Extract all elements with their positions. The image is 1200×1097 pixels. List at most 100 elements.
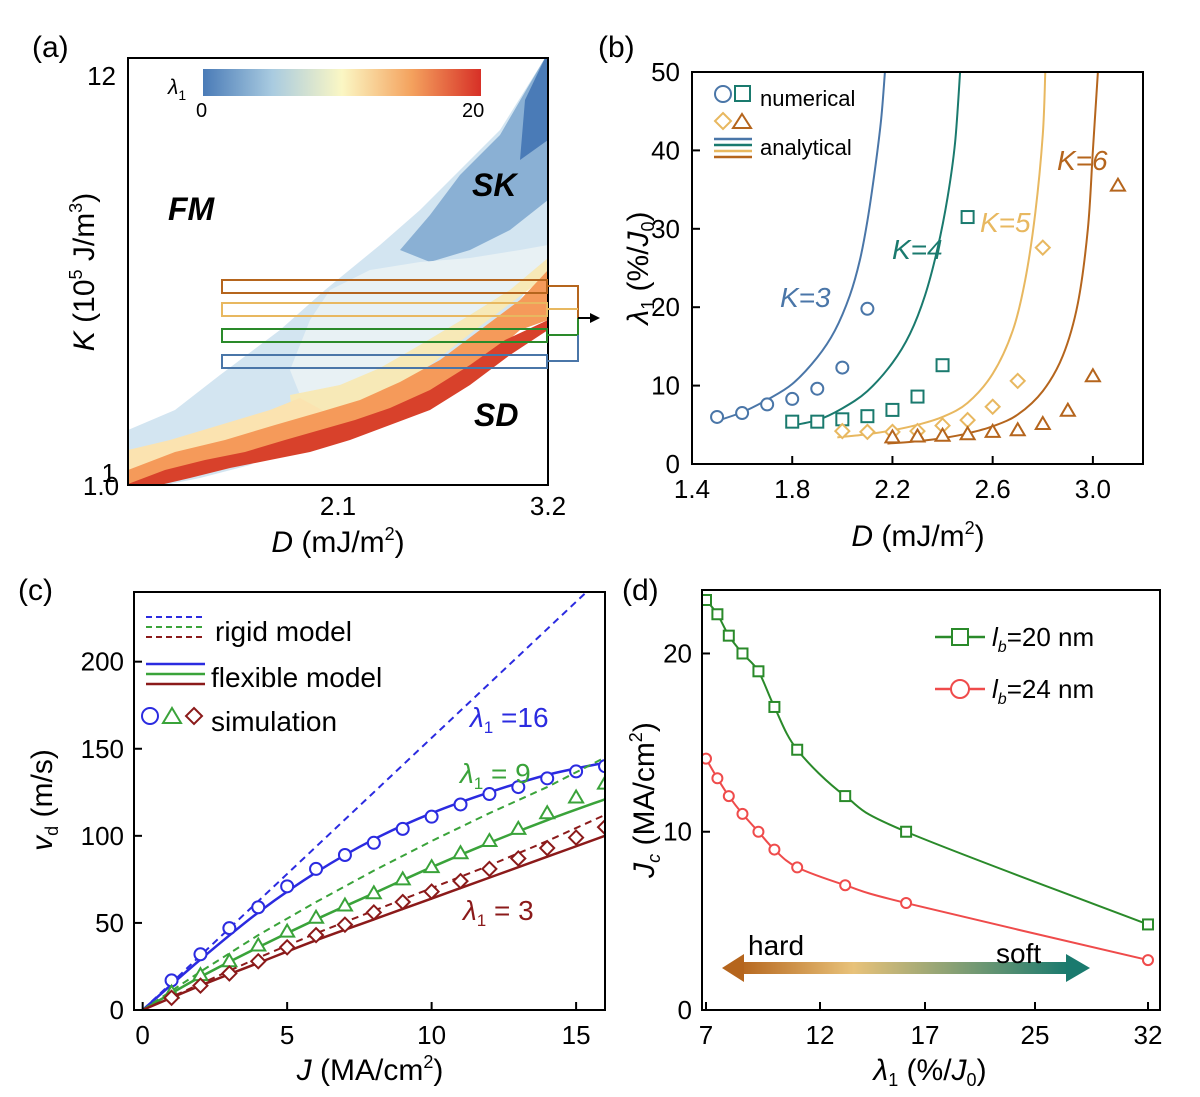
region-label-sk: SK: [472, 167, 519, 203]
data-point: [1009, 372, 1027, 390]
simulation-point: [596, 774, 605, 790]
data-point: [1084, 367, 1102, 383]
data-point: [984, 398, 1002, 416]
x-tick-c: 0: [135, 1020, 149, 1050]
data-point: [885, 402, 900, 417]
simulation-point: [538, 804, 556, 820]
data-point: [710, 409, 725, 424]
rigid-model-line: [142, 756, 605, 1010]
x-tick-d: 17: [911, 1020, 940, 1050]
simulation-point: [567, 829, 585, 846]
data-point: [833, 422, 851, 440]
data-point: [900, 825, 913, 838]
data-point: [839, 879, 852, 892]
data-point: [839, 790, 852, 803]
y-tick-d: 10: [663, 817, 692, 847]
data-point: [860, 301, 875, 316]
panel-a-label: (a): [32, 31, 69, 64]
flexible-model-line: [142, 834, 605, 1010]
simulation-point: [394, 893, 412, 911]
legend-label-analytical: analytical: [760, 135, 852, 160]
data-point: [860, 409, 875, 424]
colorbar-max: 20: [462, 100, 484, 122]
simulation-point: [480, 832, 499, 848]
simulation-point: [453, 797, 468, 812]
panel-c-label: (c): [18, 574, 53, 607]
y-tick-d: 20: [663, 638, 692, 668]
arrow-label-soft: soft: [996, 938, 1041, 969]
simulation-point: [481, 860, 498, 878]
data-point: [1008, 421, 1027, 437]
colorbar: λ1 0 20: [167, 69, 484, 122]
legend-marker-diamond: [713, 111, 733, 131]
simulation-point: [307, 926, 325, 944]
annotation-lambda3: λ1 = 3: [461, 895, 534, 930]
simulation-point: [278, 938, 296, 956]
simulation-point: [163, 989, 180, 1007]
x-tick-b: 2.6: [975, 474, 1011, 504]
hard-soft-arrow: hard soft: [722, 930, 1090, 982]
legend-marker-square: [734, 85, 751, 102]
simulation-point: [280, 879, 295, 894]
rigid-model-line: [142, 814, 605, 1010]
data-point: [735, 406, 750, 421]
data-point: [910, 389, 925, 404]
x-axis-label-b: D (mJ/m2): [851, 518, 984, 553]
data-point: [1142, 918, 1154, 931]
data-point: [1034, 415, 1052, 431]
simulation-point: [423, 883, 441, 900]
simulation-point: [424, 809, 439, 824]
data-point: [736, 647, 749, 660]
panel-b: (b) 1.4 1.8 2.2 2.6 3.0 0 10 20 30 40 50 numerical…: [598, 31, 1144, 553]
data-point: [810, 381, 825, 396]
panel-d: (d) 7 12 17 25 32 0 10 20 lb=20 nm lb=24 nm har…: [622, 574, 1162, 1090]
data-point: [908, 427, 927, 443]
simulation-point: [337, 847, 352, 862]
y-axis-label-b: λ1 (%/J0): [622, 211, 658, 326]
y-tick-d: 0: [678, 995, 692, 1025]
x-tick-a: 2.1: [320, 491, 356, 521]
colorbar-min: 0: [196, 100, 207, 122]
legend-label-lb20: lb=20 nm: [992, 622, 1094, 656]
annotation-k5: K=5: [980, 207, 1031, 238]
simulation-point: [538, 839, 556, 857]
y-axis-label-d: Jc (MA/cm2): [626, 722, 664, 879]
simulation-point: [596, 818, 605, 836]
data-point: [711, 608, 724, 621]
simulation-point: [278, 922, 296, 938]
region-label-sd: SD: [474, 397, 518, 433]
simulation-point: [366, 835, 381, 850]
x-tick-a: 1.0: [83, 471, 119, 501]
y-axis-label-a: K (105 J/m3): [66, 193, 101, 351]
colorbar-label: λ1: [167, 76, 186, 103]
data-point: [1034, 239, 1052, 257]
annotation-k4: K=4: [892, 234, 943, 265]
data-point: [785, 391, 800, 406]
simulation-point: [251, 900, 266, 915]
x-tick-d: 32: [1134, 1020, 1163, 1050]
simulation-point: [540, 771, 555, 786]
legend-marker-triangle: [731, 112, 753, 129]
simulation-point: [193, 947, 208, 962]
annotation-k6: K=6: [1057, 145, 1108, 176]
simulation-point: [249, 952, 267, 970]
simulation-point: [192, 977, 209, 995]
data-point: [702, 752, 712, 765]
simulation-point: [509, 819, 528, 835]
data-point: [711, 772, 724, 785]
data-point: [791, 743, 804, 756]
data-point: [858, 423, 876, 441]
colorbar-gradient: [203, 69, 481, 96]
data-point: [935, 358, 950, 373]
simulation-point: [307, 908, 325, 924]
data-point: [760, 397, 775, 412]
panel-d-frame: [701, 589, 1161, 1011]
y-tick-c: 0: [110, 995, 124, 1025]
y-axis-label-c: vd (m/s): [26, 749, 62, 851]
y-tick-a: 1: [102, 458, 116, 488]
phase-diagram-heatmap: [128, 58, 548, 485]
data-point: [785, 414, 800, 429]
data-point: [1142, 954, 1154, 967]
panel-c-frame: [133, 591, 606, 1011]
data-point: [810, 414, 825, 429]
